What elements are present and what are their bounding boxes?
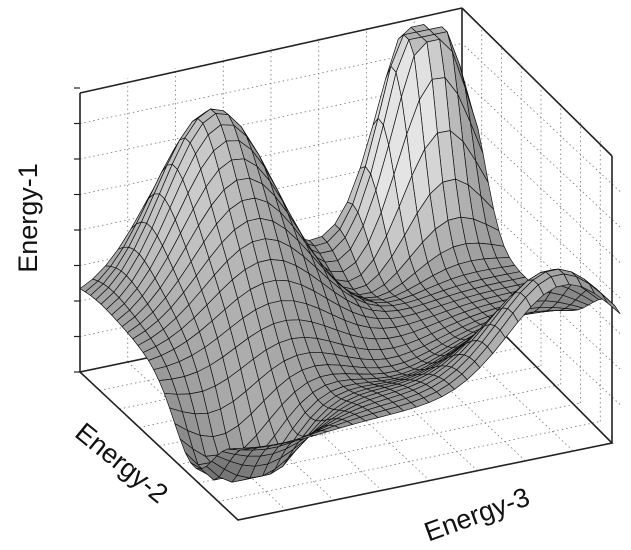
floor-grid-line	[218, 421, 601, 502]
side-wall-grid-line	[461, 114, 621, 263]
y-axis-title: Energy-3	[420, 482, 533, 548]
side-wall-grid-line	[461, 149, 621, 299]
side-wall-grid-line	[461, 43, 621, 192]
mesh-cell	[601, 293, 621, 314]
mesh-cell	[232, 447, 252, 451]
z-axis-title: Energy-1	[13, 163, 43, 273]
floor-grid-line	[158, 365, 542, 447]
surface-mesh	[79, 24, 621, 483]
floor-grid-line	[178, 384, 561, 465]
floor-grid-line	[198, 402, 581, 484]
side-wall-grid-line	[461, 78, 621, 228]
top-back-edge	[79, 7, 463, 94]
top-side-edge	[461, 7, 613, 157]
z-axis-ticks	[74, 87, 80, 373]
x-axis-title: Energy-2	[70, 417, 174, 509]
